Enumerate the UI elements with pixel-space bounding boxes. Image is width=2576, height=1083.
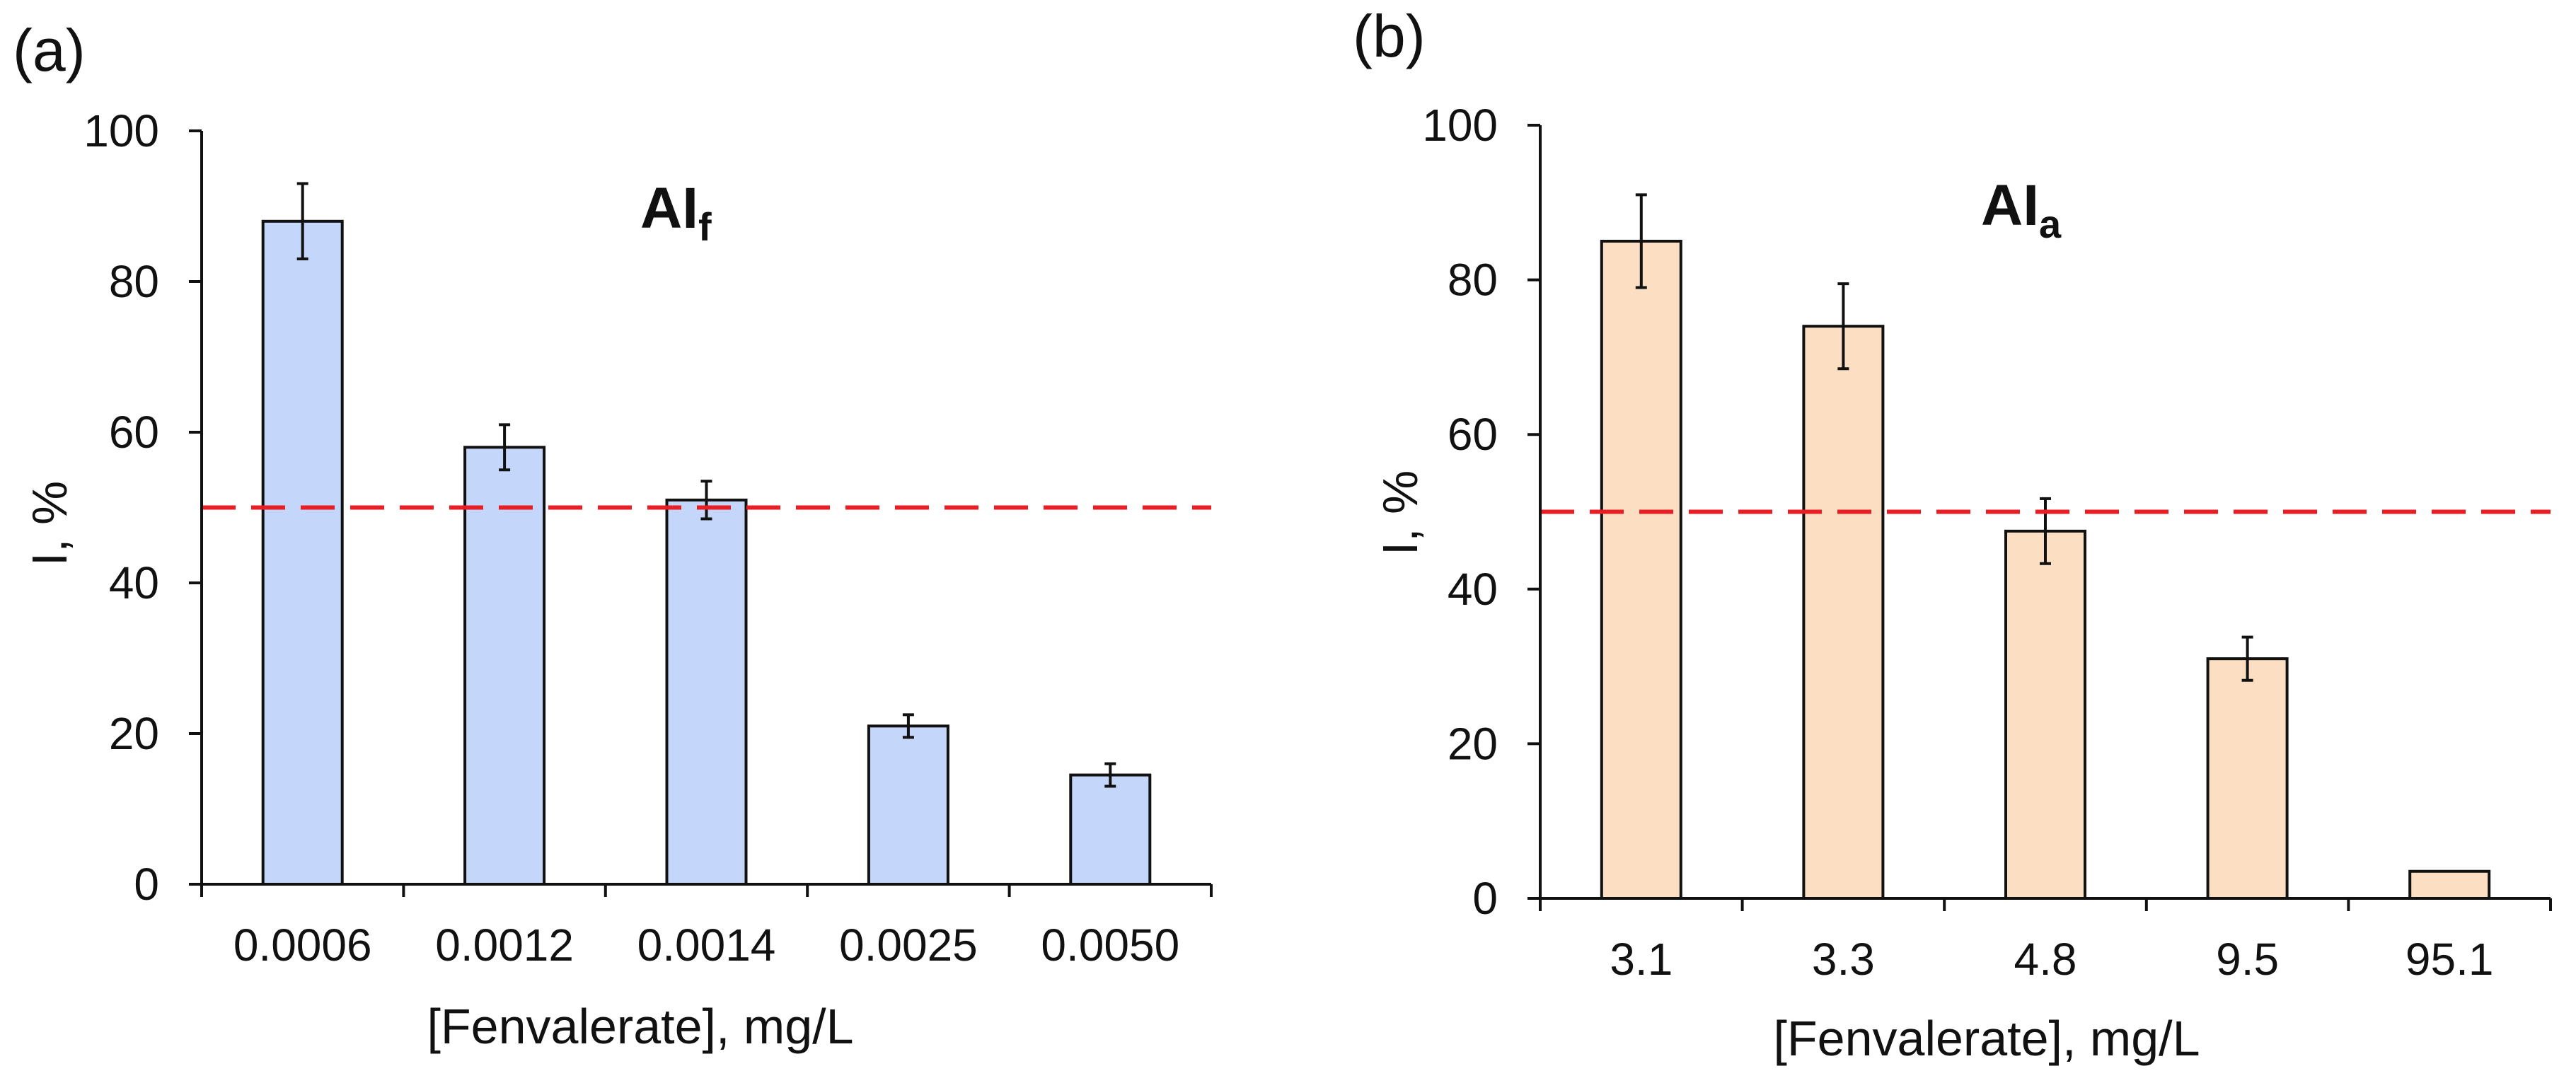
panel-b-y-tick-label: 40 — [1448, 564, 1498, 615]
panel-a-error-bar — [902, 713, 914, 739]
panel-b-y-tick-label: 0 — [1472, 873, 1498, 924]
panel-a-error-bar — [700, 480, 712, 521]
panel-b-error-bar — [2040, 497, 2051, 565]
panel-b-y-tick-label: 20 — [1448, 718, 1498, 769]
panel-a-category-label: 0.0006 — [233, 920, 372, 971]
panel-b-y-tick-label: 80 — [1448, 255, 1498, 306]
panel-a-y-tick-label: 60 — [109, 407, 159, 458]
panel-b-category-label: 3.3 — [1812, 934, 1875, 985]
panel-a-category-label: 0.0014 — [637, 920, 776, 971]
panel-a-bar — [261, 219, 344, 886]
panel-a-category-label: 0.0025 — [839, 920, 978, 971]
panel-a-category-label: 0.0050 — [1041, 920, 1179, 971]
panel-a-category-label: 0.0012 — [435, 920, 574, 971]
panel-b-x-axis-label: [Fenvalerate], mg/L — [1773, 1011, 2200, 1066]
panel-b-category-label: 9.5 — [2216, 934, 2279, 985]
panel-a-bar — [867, 724, 949, 886]
panel-b-bar — [1802, 325, 1885, 900]
panel-a-y-tick-label: 100 — [83, 105, 159, 156]
panel-b-title: AIa — [1981, 173, 2062, 246]
panel-a-error-bar — [1104, 762, 1116, 788]
panel-b-error-bar — [1837, 282, 1849, 371]
panel-b-y-tick-label: 100 — [1422, 100, 1498, 151]
panel-a-y-tick-label: 0 — [134, 859, 159, 910]
panel-a-bar — [665, 498, 748, 886]
panel-b-bar — [2004, 529, 2086, 900]
panel-b-category-label: 4.8 — [2014, 934, 2077, 985]
panel-b-y-axis-label: I, % — [1373, 470, 1428, 556]
panel-a-y-tick-label: 40 — [109, 557, 159, 608]
panel-a-bar — [463, 446, 546, 886]
panel-a-x-axis-label: [Fenvalerate], mg/L — [427, 999, 853, 1054]
panel-b-error-bar — [2241, 635, 2253, 682]
panel-b-bar — [1600, 239, 1682, 900]
panel-a-bar — [1069, 773, 1152, 886]
panel-b-bar — [2206, 657, 2289, 900]
panel-a-error-bar — [296, 182, 308, 261]
panel-a-title: AIf — [640, 176, 712, 249]
panel-a-y-axis-label: I, % — [22, 481, 77, 567]
panel-a-chart: (a) AIf I, % [Fenvalerate], mg/L 0 20 40 60… — [13, 17, 1213, 1054]
panel-b-label: (b) — [1353, 3, 1426, 69]
panel-a-y-tick-label: 20 — [109, 708, 159, 759]
panel-b-y-tick-label: 60 — [1448, 409, 1498, 460]
panel-b-chart: (b) AIa I, % [Fenvalerate], mg/L 0 20 40 60… — [1353, 3, 2552, 1066]
panel-b-bar — [2408, 869, 2491, 900]
panel-a-error-bar — [499, 423, 511, 472]
panel-b-error-bar — [1635, 193, 1647, 289]
panel-a-label: (a) — [13, 17, 86, 83]
panel-b-category-label: 3.1 — [1610, 934, 1673, 985]
panel-b-category-label: 95.1 — [2405, 934, 2494, 985]
panel-a-y-tick-label: 80 — [109, 256, 159, 307]
